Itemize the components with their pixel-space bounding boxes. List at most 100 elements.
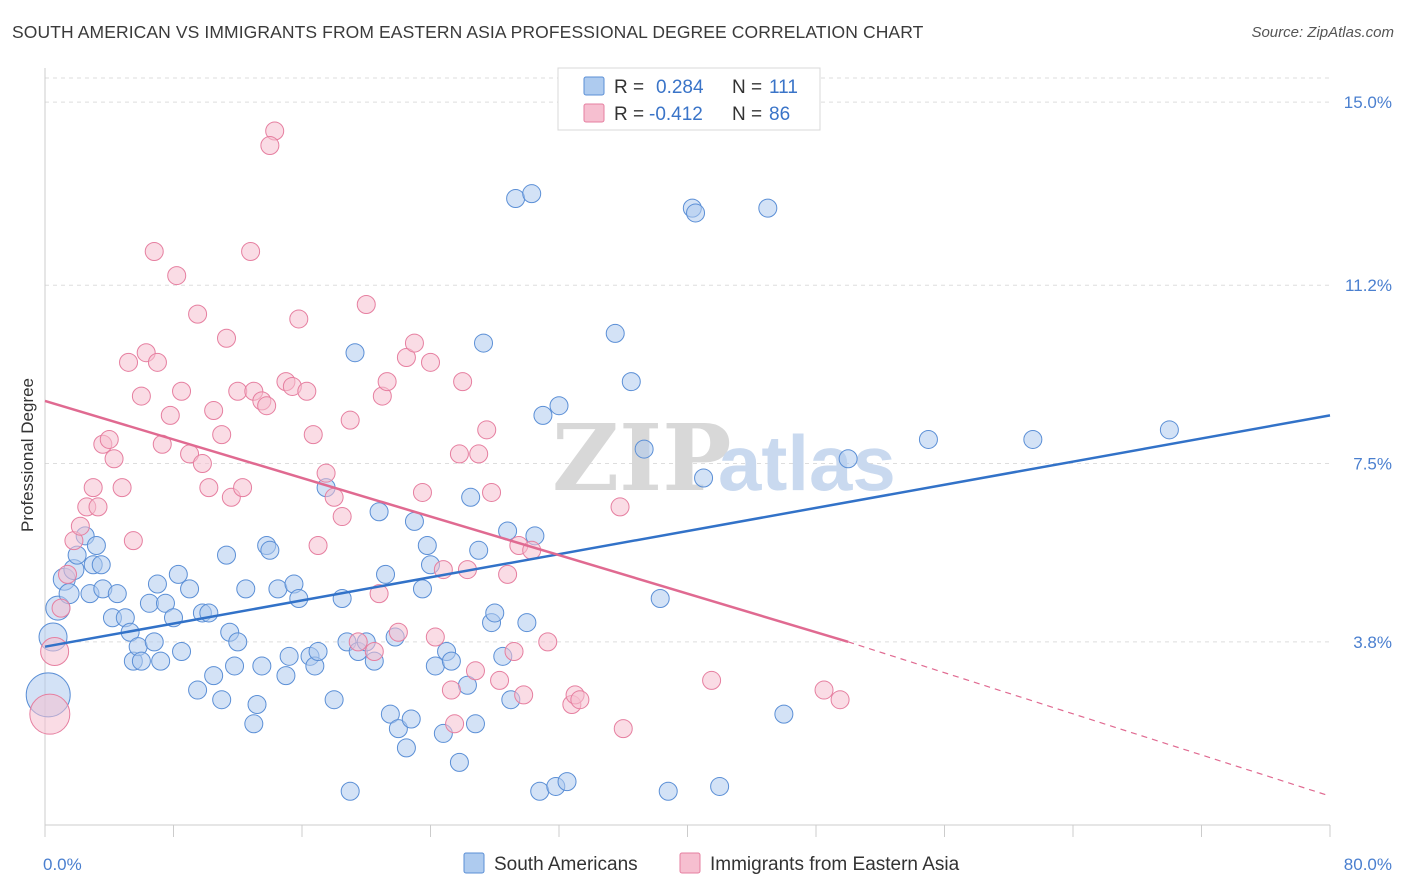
blue-point-37 bbox=[228, 632, 248, 652]
pink-point-81 bbox=[613, 719, 633, 739]
pink-point-45 bbox=[324, 487, 344, 507]
blue-point-72 bbox=[425, 656, 445, 676]
legend-bottom-label-blue: South Americans bbox=[494, 854, 638, 875]
blue-point-46 bbox=[279, 646, 299, 666]
blue-point-75 bbox=[441, 651, 461, 671]
legend-r-value-blue: 0.284 bbox=[656, 77, 704, 98]
trend-line-eastern-asia bbox=[44, 399, 849, 644]
blue-point-11 bbox=[91, 555, 111, 575]
blue-point-92 bbox=[533, 405, 553, 425]
blue-point-109 bbox=[918, 429, 938, 449]
blue-point-91 bbox=[530, 781, 550, 801]
pink-point-27 bbox=[204, 401, 224, 421]
blue-point-27 bbox=[172, 642, 192, 662]
pink-point-50 bbox=[364, 642, 384, 662]
legend-r-label-blue: R = bbox=[614, 77, 644, 98]
blue-point-22 bbox=[147, 574, 167, 594]
pink-point-33 bbox=[241, 241, 261, 261]
pink-point-79 bbox=[570, 690, 590, 710]
source-label: Source: ZipAtlas.com bbox=[1251, 24, 1394, 41]
pink-point-64 bbox=[453, 372, 473, 392]
blue-point-83 bbox=[485, 603, 505, 623]
blue-point-36 bbox=[225, 656, 245, 676]
legend-r-label-pink: R = bbox=[614, 104, 644, 125]
legend-bottom-label-pink: Immigrants from Eastern Asia bbox=[710, 854, 960, 875]
pink-point-31 bbox=[228, 381, 248, 401]
legend-n-value-blue: 111 bbox=[769, 77, 798, 98]
pink-point-36 bbox=[257, 396, 277, 416]
blue-point-19 bbox=[131, 651, 151, 671]
pink-point-80 bbox=[610, 497, 630, 517]
pink-point-49 bbox=[356, 295, 376, 315]
legend-swatch-pink bbox=[583, 103, 605, 123]
blue-point-10 bbox=[86, 535, 106, 555]
legend-n-value-pink: 86 bbox=[769, 104, 790, 125]
pink-point-18 bbox=[147, 352, 167, 372]
blue-point-79 bbox=[465, 714, 485, 734]
blue-point-62 bbox=[376, 564, 396, 584]
blue-point-96 bbox=[605, 323, 625, 343]
pink-point-66 bbox=[465, 661, 485, 681]
legend-bottom: South Americans Immigrants from Eastern … bbox=[463, 852, 960, 875]
x-tick-labels: 0.0% 80.0% bbox=[43, 855, 1392, 874]
blue-point-29 bbox=[188, 680, 208, 700]
pink-point-85 bbox=[260, 135, 280, 155]
blue-point-14 bbox=[107, 584, 127, 604]
pink-point-7 bbox=[83, 478, 103, 498]
blue-point-43 bbox=[260, 540, 280, 560]
blue-point-23 bbox=[151, 651, 171, 671]
blue-point-65 bbox=[388, 719, 408, 739]
blue-point-21 bbox=[144, 632, 164, 652]
blue-point-100 bbox=[658, 781, 678, 801]
pink-point-71 bbox=[498, 564, 518, 584]
trend-line-eastern-asia-extension bbox=[847, 641, 1331, 797]
pink-point-0 bbox=[29, 693, 71, 735]
pink-point-68 bbox=[477, 420, 497, 440]
blue-point-63 bbox=[380, 704, 400, 724]
pink-point-14 bbox=[123, 531, 143, 551]
blue-point-33 bbox=[212, 690, 232, 710]
pink-point-76 bbox=[538, 632, 558, 652]
blue-point-88 bbox=[517, 613, 537, 633]
blue-point-98 bbox=[634, 439, 654, 459]
trend-line-south-americans bbox=[44, 414, 1331, 648]
pink-point-84 bbox=[830, 690, 850, 710]
pink-point-11 bbox=[104, 449, 124, 469]
pink-point-10 bbox=[99, 429, 119, 449]
pink-point-21 bbox=[167, 266, 187, 286]
blue-point-40 bbox=[247, 695, 267, 715]
watermark-atlas: atlas bbox=[718, 419, 896, 507]
blue-point-28 bbox=[180, 579, 200, 599]
pink-point-47 bbox=[340, 410, 360, 430]
pink-point-2 bbox=[51, 598, 71, 618]
pink-point-63 bbox=[449, 444, 469, 464]
pink-point-59 bbox=[425, 627, 445, 647]
blue-point-110 bbox=[1159, 420, 1179, 440]
pink-point-40 bbox=[289, 309, 309, 329]
blue-point-106 bbox=[774, 704, 794, 724]
pink-point-24 bbox=[188, 304, 208, 324]
pink-point-29 bbox=[217, 328, 237, 348]
blue-point-108 bbox=[838, 449, 858, 469]
x-tick-label-1: 80.0% bbox=[1344, 855, 1392, 874]
pink-point-70 bbox=[490, 670, 510, 690]
pink-point-13 bbox=[119, 352, 139, 372]
legend-n-label-blue: N = bbox=[732, 77, 762, 98]
blue-point-76 bbox=[449, 752, 469, 772]
blue-point-45 bbox=[276, 666, 296, 686]
blue-point-24 bbox=[155, 593, 175, 613]
legend-swatch-blue bbox=[583, 76, 605, 96]
pink-point-42 bbox=[303, 425, 323, 445]
pink-point-32 bbox=[233, 478, 253, 498]
pink-point-43 bbox=[308, 535, 328, 555]
pink-point-44 bbox=[316, 463, 336, 483]
legend-r-value-pink: -0.412 bbox=[649, 104, 703, 125]
pink-point-48 bbox=[348, 632, 368, 652]
blue-point-97 bbox=[621, 372, 641, 392]
blue-point-104 bbox=[710, 776, 730, 796]
pink-point-3 bbox=[57, 564, 77, 584]
legend-top: R = 0.284 N = 111 R = -0.412 N = 86 bbox=[557, 67, 821, 131]
blue-point-66 bbox=[396, 738, 416, 758]
pink-point-41 bbox=[297, 381, 317, 401]
